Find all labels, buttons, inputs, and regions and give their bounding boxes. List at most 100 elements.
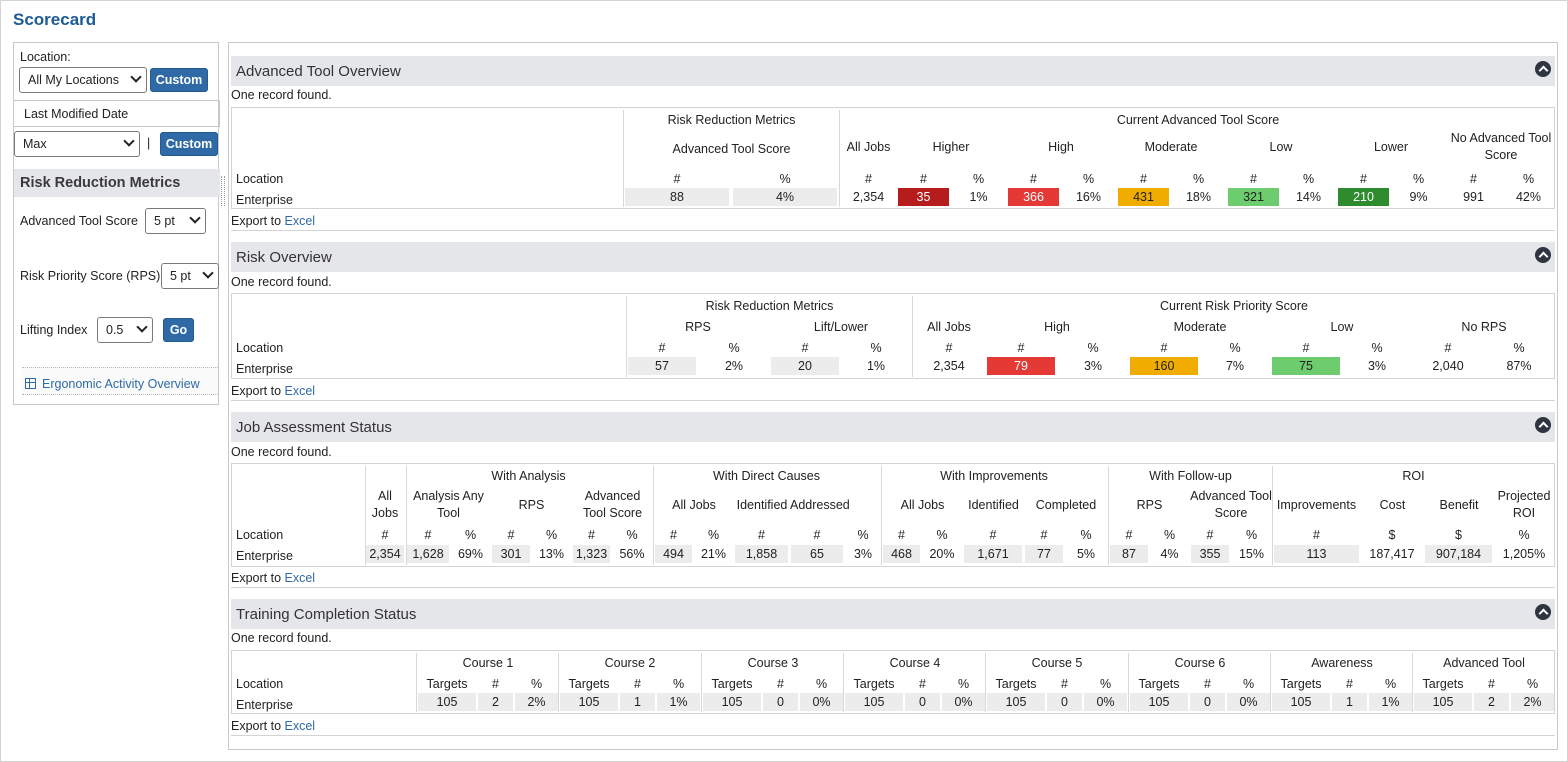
column-header: All Jobs: [672, 498, 716, 512]
unit-header: Targets: [568, 677, 610, 691]
table-cell: 431: [1118, 188, 1169, 206]
export-excel-link[interactable]: Excel: [284, 719, 316, 733]
column-header: Lift/Lower: [813, 320, 869, 334]
date-range-select[interactable]: Max: [14, 131, 140, 157]
table-cell: 105: [1414, 693, 1472, 711]
collapse-icon[interactable]: [1535, 61, 1551, 77]
unit-header: Targets: [1422, 677, 1464, 691]
column-header: Benefit: [1439, 498, 1479, 512]
table-cell: 0%: [1227, 693, 1270, 711]
table-cell: 321: [1228, 188, 1279, 206]
col-divider: [416, 653, 417, 712]
column-header: Improvements: [1276, 498, 1357, 512]
column-header: Completed: [1035, 498, 1097, 512]
column-header: Identified: [736, 498, 788, 512]
section-title: Risk Overview: [236, 249, 332, 266]
unit-header: Targets: [995, 677, 1037, 691]
table-cell: 2,040: [1414, 357, 1482, 375]
table-cell: 77: [1025, 545, 1063, 563]
unit-header: #: [801, 341, 809, 355]
unit-header: %: [1371, 341, 1383, 355]
unit-header: %: [1099, 677, 1112, 691]
unit-header: #: [1030, 172, 1037, 186]
unit-header: #: [1204, 677, 1211, 691]
col-divider: [985, 653, 986, 712]
date-custom-button[interactable]: Custom: [160, 132, 218, 156]
unit-header: #: [1160, 341, 1168, 355]
column-header: High: [1044, 320, 1070, 334]
column-header: All Jobs: [846, 140, 891, 154]
advanced-tool-score-select[interactable]: 5 pt: [145, 208, 206, 234]
unit-header: %: [815, 677, 828, 691]
unit-header: #: [865, 172, 872, 186]
table-cell: 1: [620, 693, 655, 711]
table-cell: 1: [1332, 693, 1367, 711]
table-cell: 14%: [1283, 188, 1334, 206]
chevron-down-icon: [130, 71, 142, 83]
table-cell: 35: [898, 188, 949, 206]
row-location: Enterprise: [236, 698, 293, 712]
unit-header: %: [672, 677, 685, 691]
unit-header: %: [1087, 341, 1099, 355]
unit-header: #: [1346, 677, 1353, 691]
collapse-icon[interactable]: [1535, 247, 1551, 263]
unit-header: %: [936, 528, 948, 542]
table-cell: 4%: [733, 188, 837, 206]
table-cell: 160: [1130, 357, 1198, 375]
table-cell: 105: [418, 693, 476, 711]
unit-header: #: [381, 528, 389, 542]
group-header: With Follow-up: [1149, 469, 1232, 483]
table-cell: 2%: [700, 357, 768, 375]
table-cell: 991: [1448, 188, 1499, 206]
export-row: Export to Excel: [231, 384, 315, 398]
advanced-tool-score-value: 5 pt: [154, 214, 175, 228]
unit-header: #: [777, 677, 784, 691]
col-divider: [1128, 653, 1129, 712]
export-excel-link[interactable]: Excel: [284, 571, 316, 585]
table-cell: 42%: [1503, 188, 1554, 206]
unit-header: #: [919, 677, 926, 691]
unit-header: #: [1313, 528, 1320, 542]
unit-header: #: [1061, 677, 1068, 691]
export-excel-link[interactable]: Excel: [284, 384, 316, 398]
location-select[interactable]: All My Locations: [19, 67, 147, 93]
unit-header: #: [634, 677, 641, 691]
unit-header: #: [673, 172, 681, 186]
unit-header: %: [1412, 172, 1425, 186]
col-divider: [365, 466, 366, 565]
chevron-down-icon: [136, 321, 148, 333]
table-cell: 20: [771, 357, 839, 375]
unit-header: #: [670, 528, 677, 542]
unit-header: #: [1488, 677, 1495, 691]
collapse-icon[interactable]: [1535, 417, 1551, 433]
unit-header: Targets: [426, 677, 468, 691]
collapse-icon[interactable]: [1535, 604, 1551, 620]
unit-header: %: [1513, 341, 1525, 355]
rps-select[interactable]: 5 pt: [161, 263, 219, 289]
pane-splitter-handle[interactable]: [221, 176, 225, 206]
unit-header: %: [530, 677, 543, 691]
column-header: All Jobs: [371, 489, 399, 520]
row-location: Enterprise: [236, 362, 293, 376]
go-button[interactable]: Go: [163, 318, 194, 342]
unit-header: #: [492, 677, 499, 691]
unit-header: #: [1302, 341, 1310, 355]
table-cell: 0: [1047, 693, 1082, 711]
section-header-job-assessment-status: Job Assessment Status: [231, 412, 1555, 442]
col-divider: [843, 653, 844, 712]
column-header: All Jobs: [900, 498, 945, 512]
group-header: With Analysis: [491, 469, 566, 483]
group-header: ROI: [1402, 469, 1425, 483]
lifting-index-select[interactable]: 0.5: [97, 317, 153, 343]
column-header: Projected ROI: [1497, 489, 1551, 520]
unit-header: %: [1526, 677, 1539, 691]
location-custom-button[interactable]: Custom: [150, 68, 208, 92]
ergonomic-activity-overview-link[interactable]: Ergonomic Activity Overview: [22, 367, 218, 395]
unit-header: %: [1192, 172, 1205, 186]
table-cell: 0%: [1084, 693, 1127, 711]
table-cell: 69%: [452, 545, 489, 563]
chevron-down-icon: [202, 267, 214, 279]
unit-header: %: [1518, 528, 1530, 542]
export-excel-link[interactable]: Excel: [284, 214, 316, 228]
rps-label: Risk Priority Score (RPS): [20, 269, 161, 283]
